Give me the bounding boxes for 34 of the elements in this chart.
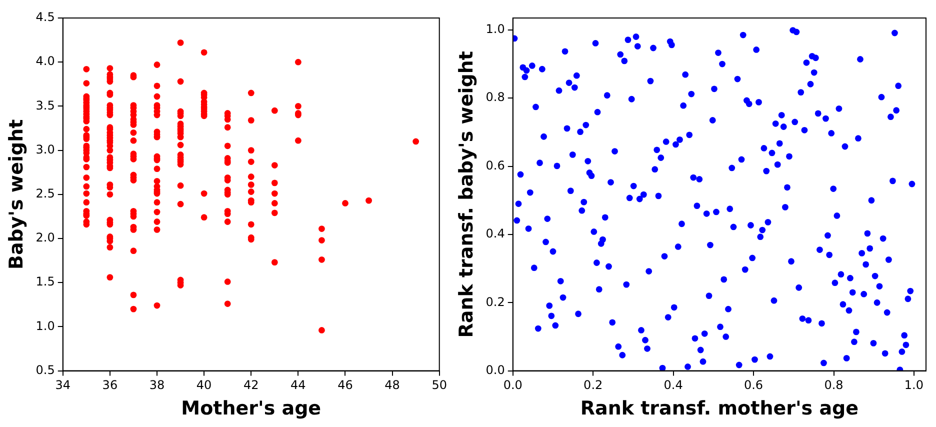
x-tick-label: 1.0 [904,378,924,392]
y-tick-label: 3.0 [36,142,55,156]
y-tick-label: 0.6 [486,158,505,172]
y-tick-label: 0.0 [486,362,505,377]
x-tick-label: 44 [290,378,306,392]
y-tick-label: 1.0 [486,22,505,36]
x-tick-label: 50 [432,378,448,392]
x-tick-label: 0.0 [503,378,522,392]
y-tick-label: 4.0 [36,54,55,68]
y-tick-label: 0.4 [486,226,505,241]
x-axis-title: Rank transf. mother's age [580,398,859,420]
x-tick-label: 42 [243,378,259,392]
y-tick-label: 1.0 [36,318,55,333]
x-tick-label: 0.4 [664,378,683,392]
y-axis-title: Baby's weight [5,119,28,270]
x-tick-label: 40 [196,378,212,392]
y-axis-title: Rank transf. baby's weight [455,51,478,338]
x-tick-label: 0.6 [744,378,764,392]
y-tick-label: 0.8 [486,90,505,104]
y-tick-label: 0.5 [36,362,55,377]
x-tick-label: 0.8 [824,378,844,392]
x-tick-label: 36 [102,378,118,392]
x-tick-label: 34 [55,378,71,392]
x-tick-label: 0.2 [584,378,603,392]
y-tick-label: 0.2 [486,294,505,309]
y-tick-label: 2.0 [36,230,55,245]
x-axis-title: Mother's age [181,398,322,420]
y-tick-label: 3.5 [36,98,55,112]
x-tick-label: 38 [149,378,165,392]
y-tick-label: 1.5 [36,274,55,289]
y-tick-label: 4.5 [36,10,55,24]
y-tick-label: 2.5 [36,186,55,201]
x-tick-label: 46 [338,378,353,392]
x-tick-label: 48 [384,378,400,392]
